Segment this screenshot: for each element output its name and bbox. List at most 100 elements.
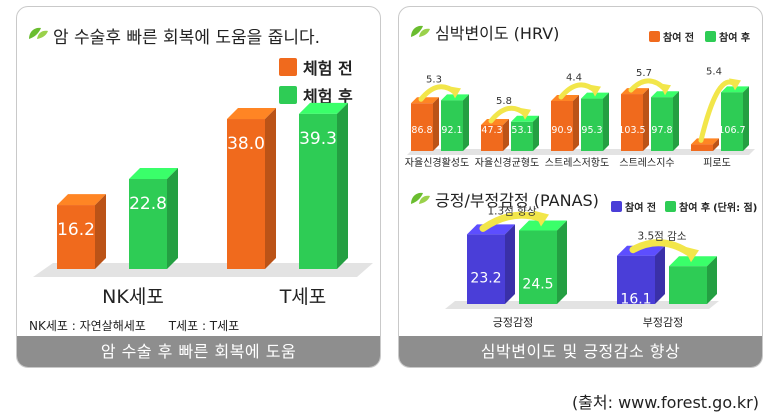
hrv-legend-label-before: 참여 전 (663, 33, 695, 44)
data-label: 53.1 (511, 125, 532, 136)
data-label: 106.7 (718, 125, 745, 136)
hrv-bar-1-0 (481, 124, 503, 151)
bar-NK세포-0-top (57, 194, 106, 206)
bar-NK세포-0-side (95, 194, 106, 269)
leaf-icon (411, 192, 430, 204)
panas-legend-label-after: 참여 후 (679, 203, 711, 214)
hrv-bar-3-1-side (673, 91, 679, 151)
hrv-legend-label-after: 참여 후 (719, 33, 751, 44)
hrv-legend-after: 참여 후 (705, 29, 750, 44)
panas-bar-1-1-side (707, 256, 717, 304)
data-label: 86.8 (411, 125, 432, 136)
hrv-bar-chart: 86.8 92.1 5.3 자율신경활성도 47.3 53.1 5.8 자율신경균형도 90.9… (405, 66, 755, 169)
panas-bar-1-1 (669, 266, 707, 304)
source-credit: (출처: www.forest.go.kr) (571, 393, 759, 412)
hrv-bar-2-0-top (551, 95, 579, 102)
panas-bar-0-1-top (519, 220, 567, 231)
leaf-icon (411, 25, 430, 37)
panas-bar-1-0-top (617, 245, 665, 256)
left-bar-chart: 16.2 22.8 NK세포 38.0 39.3 T세포 (33, 102, 373, 308)
hrv-legend-before: 참여 전 (649, 29, 694, 44)
hrv-bar-1-0-side (503, 118, 509, 151)
panas-bar-1-1-top (669, 256, 717, 267)
hrv-bar-0-1-side (463, 94, 469, 151)
data-label: 22.8 (129, 194, 167, 214)
hrv-bar-1-1 (511, 121, 533, 151)
legend-before: 체험 전 (279, 55, 353, 79)
category-label: T세포 (279, 286, 327, 308)
hrv-title: 심박변이도 (HRV) (435, 24, 560, 43)
change-label: 4.4 (566, 73, 582, 84)
change-arrow (479, 211, 545, 232)
panas-bar-0-1-side (557, 220, 567, 304)
data-label: 103.5 (618, 125, 645, 136)
change-arrowhead (449, 86, 461, 99)
change-arrowhead (659, 83, 671, 96)
leaf-icon (29, 27, 48, 39)
hrv-bar-4-1-side (743, 86, 749, 151)
hrv-bar-0-0-side (433, 97, 439, 151)
legend-label-before: 체험 전 (303, 59, 353, 78)
bar-T세포-1-top (299, 102, 348, 114)
panas-title: 긍정/부정감정 (PANAS) (435, 191, 599, 210)
hrv-bar-4-0-side (713, 138, 719, 151)
hrv-bar-4-0-top (691, 138, 719, 145)
hrv-bar-1-1-side (533, 115, 539, 151)
panas-legend-label-before: 참여 전 (625, 203, 657, 214)
change-label: 5.7 (636, 68, 652, 79)
hrv-legend-swatch-after (705, 31, 716, 42)
change-label: 5.8 (496, 96, 512, 107)
legend-swatch-after (279, 86, 297, 104)
panas-bar-1-0 (617, 255, 655, 304)
data-label: 95.3 (581, 125, 602, 136)
panas-bar-0-0-side (505, 224, 515, 304)
hrv-legend-swatch-before (649, 31, 660, 42)
panas-legend-after: 참여 후 (단위: 점) (665, 199, 757, 214)
bar-T세포-1-side (337, 102, 348, 270)
legend-after: 체험 후 (279, 83, 353, 107)
hrv-bar-4-1 (721, 92, 743, 151)
floor-shadow (33, 263, 373, 277)
left-panel: 암 수술후 빠른 회복에 도움을 줍니다. 체험 전 체험 후 16.2 22.8… (16, 6, 381, 368)
left-note: NK세포 : 자연살해세포 T세포 : T세포 (29, 319, 240, 333)
panas-legend-before: 참여 전 (611, 199, 656, 214)
panas-unit-note: (단위: 점) (713, 203, 758, 214)
change-label: 5.3 (426, 74, 442, 85)
data-label: 38.0 (227, 134, 265, 154)
bar-NK세포-1-top (129, 168, 178, 180)
data-label: 23.2 (470, 270, 501, 286)
category-label: 스트레스저항도 (545, 157, 609, 169)
category-label: NK세포 (102, 286, 164, 308)
category-label: 긍정감정 (493, 316, 533, 329)
bar-T세포-0-side (265, 108, 276, 269)
panas-bar-0-1 (519, 230, 557, 304)
change-arrowhead (519, 107, 531, 120)
data-label: 16.1 (620, 292, 651, 308)
hrv-bar-2-1-side (603, 92, 609, 151)
data-label: 12.6 (672, 312, 703, 328)
legend-swatch-before (279, 58, 297, 76)
hrv-bar-1-0-top (481, 118, 509, 125)
category-label: 자율신경활성도 (405, 156, 469, 169)
bar-NK세포-0 (57, 205, 95, 269)
right-panel: 심박변이도 (HRV) 참여 전 참여 후 긍정/부정감정 (PANAS) 참여… (398, 6, 763, 368)
change-label: 3.5점 감소 (637, 231, 686, 243)
category-label: 스트레스지수 (619, 157, 674, 169)
bar-NK세포-1 (129, 179, 167, 269)
right-footer: 심박변이도 및 긍정감소 향상 (399, 336, 762, 367)
panas-legend-swatch-after (665, 201, 676, 212)
hrv-bar-2-0-side (573, 95, 579, 151)
data-label: 39.3 (299, 129, 337, 149)
change-label: 1.3점 향상 (487, 206, 536, 218)
left-footer: 암 수술 후 빠른 회복에 도움 (17, 336, 380, 367)
hrv-bar-0-0 (411, 103, 433, 151)
bar-T세포-1 (299, 113, 337, 270)
category-label: 피로도 (703, 157, 731, 169)
hrv-bar-3-0-side (643, 88, 649, 151)
change-arrowhead (589, 84, 601, 97)
change-arrowhead (533, 210, 549, 227)
change-arrowhead (683, 246, 699, 263)
left-chart-title: 암 수술후 빠른 회복에 도움을 줍니다. (53, 28, 321, 48)
panas-bar-1-0-side (655, 245, 665, 304)
data-label: 97.8 (651, 125, 672, 136)
